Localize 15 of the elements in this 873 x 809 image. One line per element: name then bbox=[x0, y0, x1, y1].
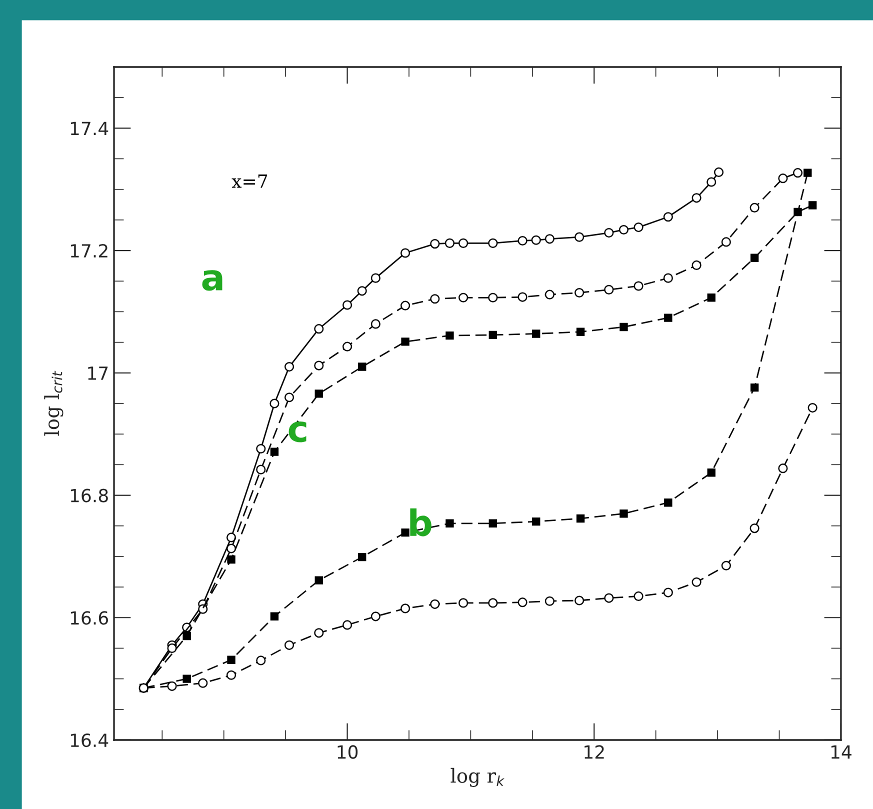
y-tick-label: 17.4 bbox=[70, 122, 108, 136]
annotation: c bbox=[288, 421, 306, 442]
y-axis-title: log l$_{crit}$ bbox=[44, 370, 64, 436]
x-tick-label: 10 bbox=[338, 745, 358, 759]
x-tick-label: 12 bbox=[584, 745, 604, 759]
y-tick-label: 17 bbox=[88, 366, 108, 380]
annotation: a bbox=[202, 270, 222, 291]
y-tick-label: 16.6 bbox=[70, 611, 108, 625]
x-axis-title: log r$_{k}$ bbox=[450, 768, 505, 787]
y-tick-label: 16.8 bbox=[70, 488, 108, 502]
y-tick-label: 16.4 bbox=[70, 733, 108, 748]
annotation: x=7 bbox=[232, 174, 268, 188]
x-tick-label: 14 bbox=[831, 745, 852, 759]
y-tick-label: 17.2 bbox=[70, 244, 108, 258]
annotation: b bbox=[410, 508, 432, 536]
